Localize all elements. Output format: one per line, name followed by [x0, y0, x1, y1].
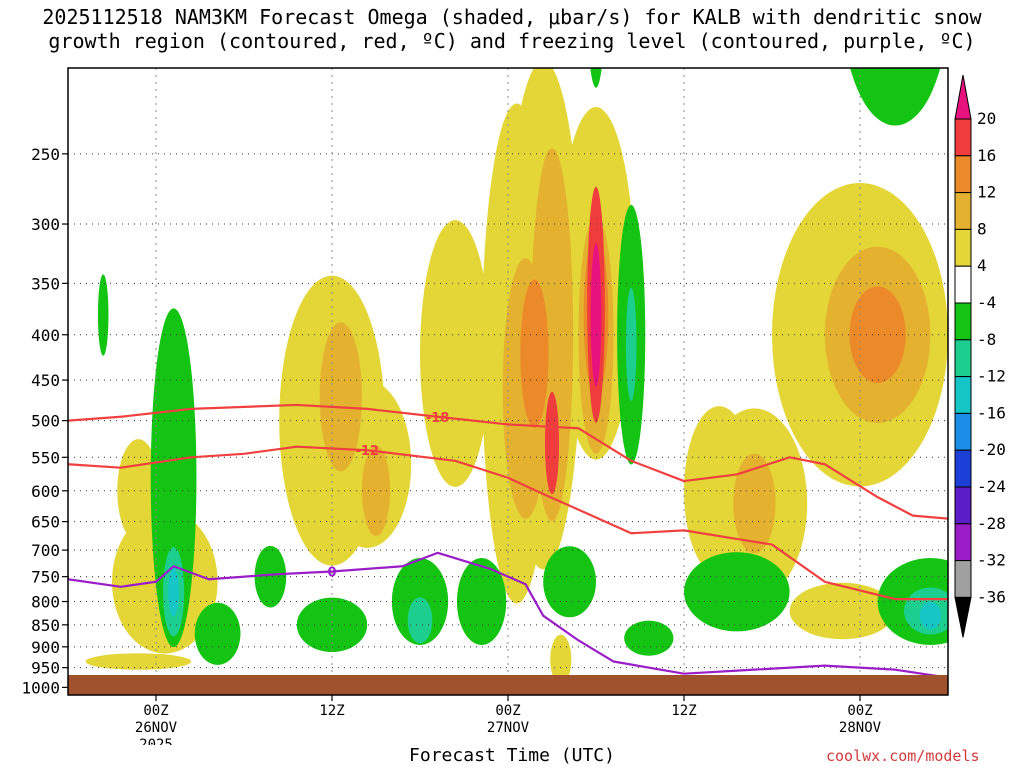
colorbar-swatch-2	[954, 155, 972, 194]
omega-cell-45	[168, 567, 179, 617]
colorbar-label-4: 4	[977, 256, 987, 275]
y-tick-label-700: 700	[31, 541, 60, 560]
colorbar-label-5: -4	[977, 293, 996, 312]
y-tick-label-900: 900	[31, 638, 60, 657]
y-tick-label-950: 950	[31, 659, 60, 678]
colorbar-label-3: 8	[977, 219, 987, 238]
colorbar-swatch-8	[954, 376, 972, 414]
omega-cell-15	[361, 445, 391, 536]
contour-freezing_level	[68, 551, 948, 679]
colorbar-swatch-6	[954, 302, 972, 341]
x-axis-label: Forecast Time (UTC)	[409, 745, 615, 766]
omega-cell-35	[684, 552, 790, 632]
contour-label-dgz_minus12: -12	[355, 444, 379, 459]
omega-cell-38	[624, 620, 674, 656]
colorbar-swatch-4	[954, 228, 972, 267]
omega-cell-23	[849, 286, 906, 384]
contour-label-dgz_minus18: -18	[426, 411, 450, 426]
y-tick-label-750: 750	[31, 568, 60, 587]
x-tick-label-30-0: 12Z	[671, 703, 696, 719]
omega-cell-40	[590, 68, 602, 88]
omega-cell-19	[733, 453, 776, 554]
colorbar-label-6: -8	[977, 330, 996, 349]
omega-cell-21	[520, 279, 549, 428]
colorbar-label-11: -28	[977, 514, 1006, 533]
y-tick-label-350: 350	[31, 274, 60, 293]
x-tick-label-0-2: 2025	[139, 737, 173, 745]
y-tick-label-500: 500	[31, 412, 60, 431]
omega-cell-26	[590, 243, 602, 387]
omega-shading	[85, 68, 948, 685]
colorbar-swatch-3	[954, 192, 972, 230]
colorbar-arrow-top	[954, 74, 972, 120]
x-tick-label-20-1: 27NOV	[487, 720, 530, 736]
colorbar-label-2: 12	[977, 183, 996, 202]
omega-cell-46	[919, 601, 941, 630]
colorbar-label-1: 16	[977, 146, 996, 165]
omega-chart: -18 -12 0 250 300 350 400 450 500 550 600 650 700 75…	[21, 67, 1006, 745]
omega-cell-14	[319, 322, 362, 472]
y-tick-label-850: 850	[31, 616, 60, 635]
omega-cell-29	[254, 545, 287, 608]
omega-cell-12	[85, 653, 192, 670]
colorbar: 20 16 12 8 4 -4 -8 -12 -16 -20 -24 -28 -32 -36	[954, 74, 1006, 638]
contour-layer: -18 -12 0	[68, 403, 948, 679]
x-tick-label-40-1: 28NOV	[839, 720, 882, 736]
y-tick-label-550: 550	[31, 448, 60, 467]
omega-cell-32	[456, 558, 507, 645]
x-tick-label-10-0: 12Z	[319, 703, 344, 719]
omega-cell-24	[544, 391, 560, 495]
chart-title-line2: growth region (contoured, red, ºC) and f…	[48, 29, 976, 53]
omega-cell-44	[625, 287, 637, 401]
colorbar-arrow-bottom	[954, 596, 972, 638]
x-tick-label-20-0: 00Z	[495, 703, 520, 719]
y-tick-label-400: 400	[31, 326, 60, 345]
omega-cell-4	[420, 220, 491, 487]
x-tick-label-0-1: 26NOV	[135, 720, 178, 736]
plot-area: -18 -12 0	[68, 68, 948, 695]
credit-text: coolwx.com/models	[826, 747, 980, 765]
terrain-ground	[68, 675, 948, 695]
omega-cell-42	[407, 597, 433, 644]
colorbar-swatch-13	[954, 560, 972, 598]
colorbar-label-10: -24	[977, 477, 1006, 496]
omega-cell-33	[543, 546, 596, 618]
colorbar-swatch-10	[954, 449, 972, 488]
colorbar-swatch-11	[954, 486, 972, 525]
omega-cell-37	[850, 68, 941, 126]
omega-cell-39	[97, 274, 109, 356]
y-tick-label-1000: 1000	[21, 678, 60, 697]
y-tick-label-650: 650	[31, 513, 60, 532]
colorbar-label-13: -36	[977, 587, 1006, 606]
colorbar-label-9: -20	[977, 440, 1006, 459]
y-tick-label-800: 800	[31, 593, 60, 612]
omega-cell-11	[789, 582, 896, 640]
contour-label-freezing_level: 0	[327, 566, 336, 581]
colorbar-swatch-1	[954, 118, 972, 157]
omega-cell-27	[150, 308, 197, 648]
x-tick-label-40-0: 00Z	[847, 703, 872, 719]
colorbar-swatch-7	[954, 339, 972, 378]
omega-cell-28	[194, 602, 241, 665]
colorbar-swatch-12	[954, 523, 972, 562]
colorbar-swatch-9	[954, 412, 972, 451]
y-tick-label-250: 250	[31, 145, 60, 164]
colorbar-label-0: 20	[977, 109, 996, 128]
colorbar-label-8: -16	[977, 403, 1006, 422]
y-tick-label-450: 450	[31, 371, 60, 390]
colorbar-swatch-5	[954, 265, 972, 304]
colorbar-label-7: -12	[977, 367, 1006, 386]
contour-dgz_minus18	[68, 403, 948, 520]
colorbar-label-12: -32	[977, 551, 1006, 570]
chart-title-line1: 2025112518 NAM3KM Forecast Omega (shaded…	[42, 5, 982, 29]
x-tick-label-0-0: 00Z	[143, 703, 168, 719]
y-axis: 250 300 350 400 450 500 550 600 650 700 750 800 850 9…	[21, 145, 68, 697]
y-tick-label-600: 600	[31, 482, 60, 501]
contour-dgz_minus12	[68, 445, 948, 601]
y-tick-label-300: 300	[31, 215, 60, 234]
